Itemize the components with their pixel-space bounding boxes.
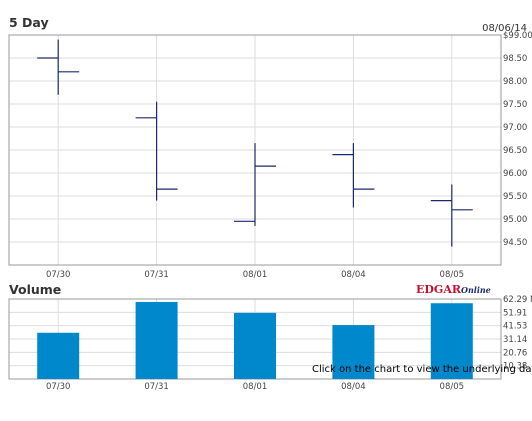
- price-y-tick-label: 97.50: [503, 100, 527, 110]
- edgar-online-logo: EDGAR Online: [416, 283, 491, 296]
- view-data-link[interactable]: Click on the chart to view the underlyin…: [312, 364, 532, 375]
- volume-y-tick-label: 10.38: [503, 362, 527, 372]
- volume-y-tick-label: 51.91: [503, 308, 527, 318]
- ohlc-series: [37, 39, 473, 247]
- price-y-tick-label: 98.00: [503, 77, 527, 87]
- volume-x-tick-label: 08/01: [243, 382, 268, 392]
- volume-y-tick-label: 41.53: [503, 322, 527, 332]
- price-x-tick-label: 08/05: [440, 270, 465, 280]
- price-y-tick-label: 97.00: [503, 123, 527, 133]
- ohlc-bar: [332, 143, 375, 208]
- price-y-tick-label: 96.00: [503, 169, 527, 179]
- volume-x-axis: 07/30 07/31 08/01 08/04 08/05: [46, 382, 464, 392]
- price-x-tick-label: 08/01: [243, 270, 268, 280]
- logo-edgar-text: EDGAR: [416, 283, 462, 296]
- volume-x-tick-label: 07/31: [144, 382, 169, 392]
- price-x-axis: 07/30 07/31 08/01 08/04 08/05: [46, 270, 464, 280]
- volume-bar: [37, 332, 80, 379]
- price-x-tick-label: 07/31: [144, 270, 169, 280]
- ohlc-bar: [37, 39, 80, 95]
- price-y-tick-label: 96.50: [503, 146, 527, 156]
- volume-bar: [332, 325, 375, 379]
- volume-x-tick-label: 08/05: [440, 382, 465, 392]
- volume-panel-title: Volume: [9, 282, 61, 297]
- volume-y-axis: 10.38 20.76 31.14 41.53 51.91 62.29 M: [503, 295, 532, 372]
- volume-bar: [135, 301, 178, 379]
- volume-bar: [430, 303, 473, 379]
- volume-y-tick-label: 20.76: [503, 348, 527, 358]
- volume-x-tick-label: 07/30: [46, 382, 71, 392]
- volume-y-tick-label: 62.29 M: [503, 295, 532, 305]
- volume-y-tick-label: 31.14: [503, 335, 527, 345]
- price-y-tick-label: 95.00: [503, 215, 527, 225]
- price-x-tick-label: 08/04: [341, 270, 366, 280]
- price-y-axis: 94.50 95.00 95.50 96.00 96.50 97.00 97.50 98.00…: [503, 31, 532, 248]
- chart-date: 08/06/14: [482, 23, 527, 34]
- volume-series: [37, 301, 473, 379]
- price-grid: [9, 35, 501, 265]
- volume-bar: [234, 312, 276, 379]
- price-y-tick-label: $99.00: [503, 31, 532, 41]
- price-y-tick-label: 94.50: [503, 238, 527, 248]
- price-x-tick-label: 07/30: [46, 270, 71, 280]
- ohlc-bar: [234, 143, 276, 226]
- ohlc-bar: [135, 101, 178, 201]
- price-plot-area: [8, 34, 502, 266]
- price-y-tick-label: 95.50: [503, 192, 527, 202]
- ohlc-bar: [430, 184, 473, 247]
- price-y-tick-label: 98.50: [503, 54, 527, 64]
- logo-online-text: Online: [461, 285, 491, 295]
- price-panel-title: 5 Day: [9, 15, 49, 30]
- volume-x-tick-label: 08/04: [341, 382, 366, 392]
